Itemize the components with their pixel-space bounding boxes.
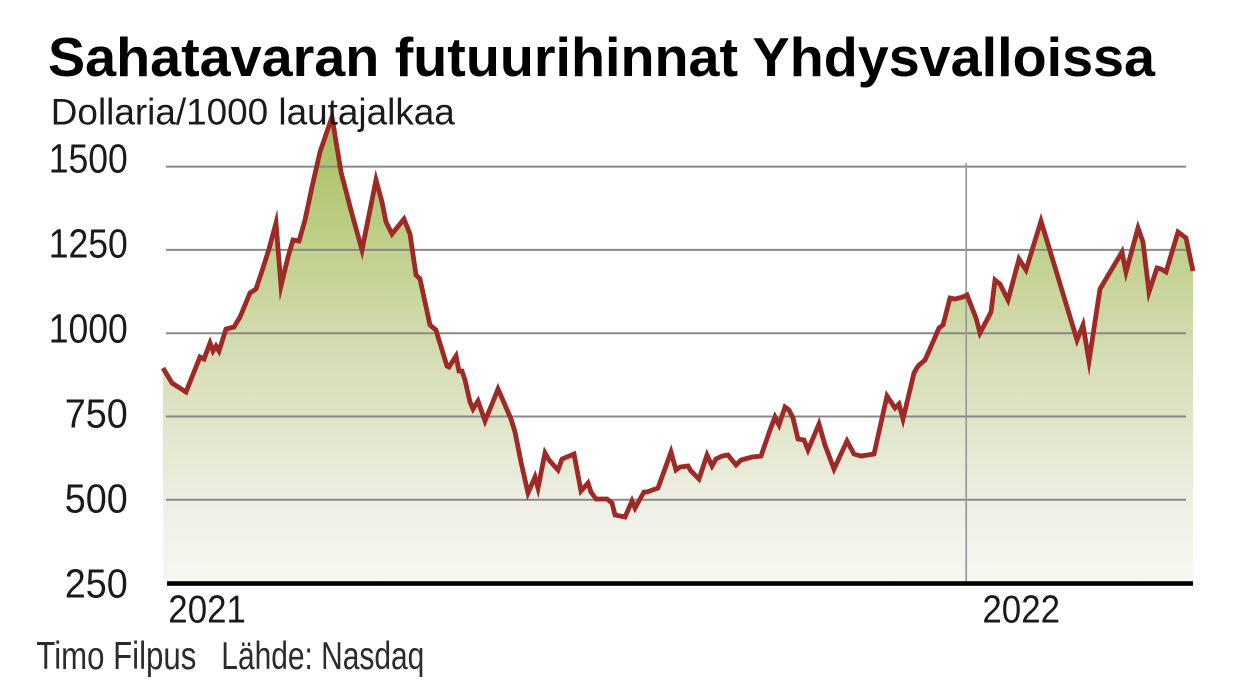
svg-text:250: 250 [65, 561, 128, 607]
svg-text:Dollaria/1000 lautajalkaa: Dollaria/1000 lautajalkaa [51, 90, 455, 132]
svg-text:Lähde: Nasdaq: Lähde: Nasdaq [221, 635, 424, 678]
svg-text:Timo Filpus: Timo Filpus [36, 635, 196, 678]
svg-text:2021: 2021 [168, 588, 246, 631]
svg-text:500: 500 [65, 476, 128, 522]
svg-text:1500: 1500 [49, 136, 128, 182]
svg-text:750: 750 [65, 391, 128, 437]
svg-text:2022: 2022 [982, 588, 1060, 631]
svg-text:1000: 1000 [49, 306, 128, 352]
svg-text:Sahatavaran futuurihinnat Yhdy: Sahatavaran futuurihinnat Yhdysvalloissa [48, 27, 1156, 88]
svg-text:1250: 1250 [49, 221, 128, 267]
